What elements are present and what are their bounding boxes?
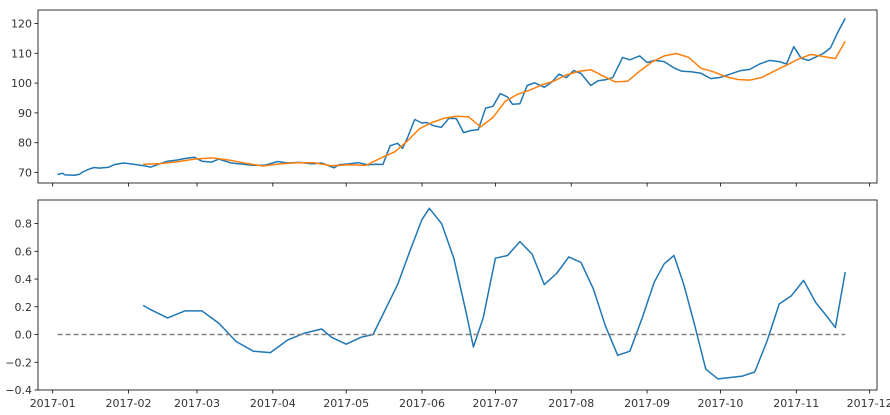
price-panel: 70 80 90 100 110 120 (11, 9, 878, 187)
x-tick-label: 2017-12 (847, 397, 890, 410)
y-tick-label: 0.0 (15, 329, 33, 342)
y-tick-label: 110 (11, 47, 32, 60)
axes-frame (37, 9, 878, 184)
x-tick-label: 2017-08 (548, 397, 594, 410)
x-tick-label: 2017-02 (106, 397, 152, 410)
y-tick-label: 0.8 (15, 218, 33, 231)
y-tick-label: −0.4 (5, 384, 32, 397)
x-tick-label: 2017-06 (399, 397, 445, 410)
series-line-1 (57, 18, 846, 176)
y-tick-label: 100 (11, 77, 32, 90)
y-tick-label: 90 (18, 107, 32, 120)
y-tick-label: 0.4 (15, 273, 33, 286)
y-tick-label: 80 (18, 137, 32, 150)
y-tick-label: −0.2 (5, 356, 32, 369)
x-tick-label: 2017-03 (174, 397, 220, 410)
x-tick-label: 2017-09 (624, 397, 670, 410)
y-tick-label: 70 (18, 167, 32, 180)
y-tick-label: 0.2 (15, 301, 33, 314)
series-line-2 (143, 40, 846, 167)
x-tick-label: 2017-01 (30, 397, 76, 410)
y-tick-label: 0.6 (15, 245, 33, 258)
x-tick-label: 2017-05 (323, 397, 369, 410)
series-line-1 (142, 207, 846, 380)
y-tick-label: 120 (11, 17, 32, 30)
x-tick-label: 2017-10 (697, 397, 743, 410)
axes-frame (37, 199, 878, 391)
x-tick-label: 2017-04 (250, 397, 296, 410)
x-tick-label: 2017-07 (472, 397, 518, 410)
x-tick-label: 2017-11 (773, 397, 819, 410)
correlation-panel: −0.4 −0.2 0.0 0.2 0.4 0.6 0.8 2017-01 2017-02 201… (5, 199, 890, 410)
